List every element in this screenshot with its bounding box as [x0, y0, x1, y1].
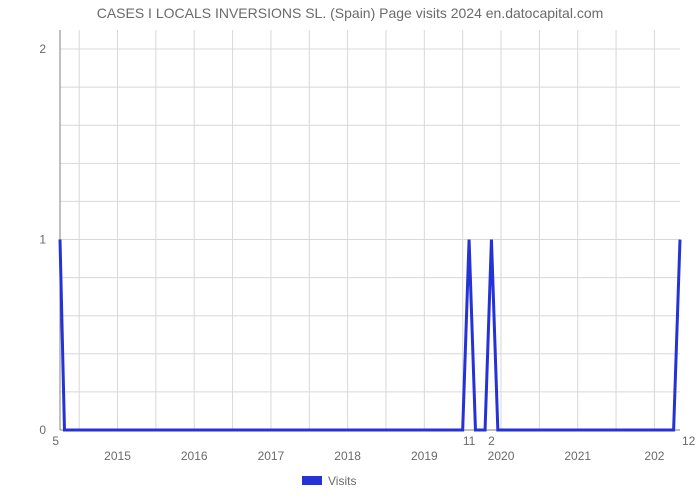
x-annotation: 11	[463, 434, 476, 448]
x-tick-label: 2019	[411, 449, 438, 463]
x-tick-label: 202	[644, 449, 664, 463]
corner-label-right: 12	[682, 434, 696, 448]
y-tick-label: 1	[39, 233, 46, 247]
chart-title: CASES I LOCALS INVERSIONS SL. (Spain) Pa…	[97, 5, 604, 21]
x-tick-label: 2018	[334, 449, 361, 463]
x-annotation: 2	[488, 434, 495, 448]
x-tick-label: 2016	[181, 449, 208, 463]
x-tick-label: 2017	[258, 449, 285, 463]
x-tick-label: 2021	[564, 449, 591, 463]
x-tick-label: 2015	[104, 449, 131, 463]
legend-label: Visits	[328, 474, 356, 488]
y-tick-label: 2	[39, 42, 46, 56]
x-tick-label: 2020	[488, 449, 515, 463]
corner-label-left: 5	[52, 434, 59, 448]
y-tick-label: 0	[39, 423, 46, 437]
visits-line-chart: CASES I LOCALS INVERSIONS SL. (Spain) Pa…	[0, 0, 700, 500]
legend-swatch	[302, 476, 322, 485]
chart-background	[0, 0, 700, 500]
